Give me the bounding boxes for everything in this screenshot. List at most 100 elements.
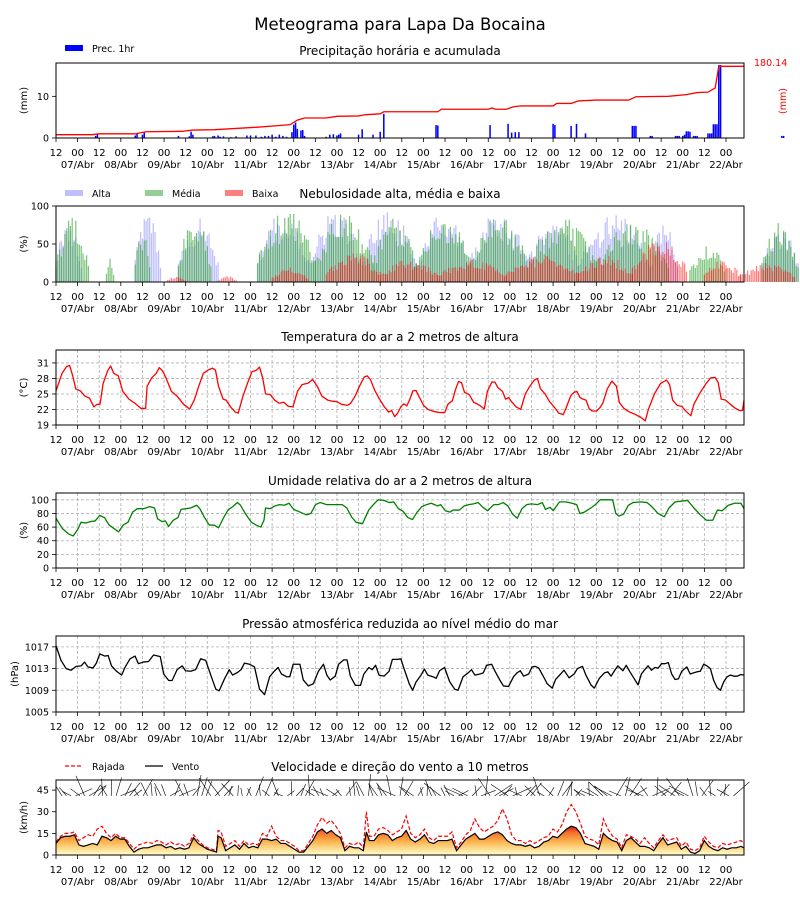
x-date-label: 09/Abr bbox=[147, 304, 181, 315]
x-tick-label: 00 bbox=[158, 292, 171, 303]
x-date-label: 14/Abr bbox=[363, 304, 397, 315]
x-tick-label: 12 bbox=[309, 292, 322, 303]
x-date-label: 07/Abr bbox=[61, 160, 95, 171]
cloud-bar-baixa bbox=[638, 262, 641, 282]
precip-bar bbox=[518, 132, 520, 138]
cloud-bar-baixa bbox=[222, 277, 225, 282]
cloud-bar-media bbox=[568, 219, 570, 282]
x-tick-label: 00 bbox=[547, 865, 560, 876]
cloud-bar-baixa bbox=[366, 258, 369, 282]
cloud-bar-baixa bbox=[469, 261, 471, 282]
legend-label: Vento bbox=[172, 762, 199, 773]
cloud-bar-baixa bbox=[413, 266, 416, 282]
wind-direction-arrow bbox=[524, 785, 536, 797]
cloud-bar-media bbox=[588, 246, 590, 282]
x-tick-label: 00 bbox=[71, 865, 84, 876]
cloud-bar-baixa bbox=[586, 271, 588, 282]
cloud-bar-baixa bbox=[745, 273, 747, 282]
cloud-bar-media bbox=[298, 220, 300, 282]
cloud-bar-media bbox=[260, 249, 262, 282]
cloud-bar-baixa bbox=[356, 257, 358, 282]
cloud-bar-media bbox=[770, 251, 772, 282]
precip-bar bbox=[707, 133, 709, 138]
wind-direction-arrow bbox=[548, 787, 555, 797]
wind-direction-arrow bbox=[425, 779, 432, 796]
x-tick-label: 00 bbox=[676, 292, 689, 303]
cloud-bar-media bbox=[559, 228, 561, 282]
cloud-bar-media bbox=[370, 255, 372, 282]
cloud-bar-baixa bbox=[280, 271, 282, 282]
x-tick-label: 00 bbox=[633, 865, 646, 876]
precip-bar bbox=[689, 131, 691, 138]
cloud-bar-media bbox=[87, 265, 90, 282]
x-tick-label: 00 bbox=[547, 148, 560, 159]
legend-label: Rajada bbox=[92, 762, 125, 773]
cloud-bar-media bbox=[271, 246, 273, 282]
wind-direction-arrow bbox=[273, 788, 279, 797]
cloud-bar-baixa bbox=[422, 265, 425, 282]
cloud-bar-media bbox=[631, 244, 633, 282]
cloud-bar-media bbox=[287, 217, 289, 282]
cloud-bar-baixa bbox=[438, 275, 441, 282]
precip-bar bbox=[260, 136, 263, 138]
wind-direction-arrow bbox=[100, 784, 108, 797]
cloud-bar-media bbox=[357, 229, 360, 282]
cloud-bar-baixa bbox=[768, 265, 770, 282]
cloud-bar-media bbox=[791, 256, 794, 282]
cloud-bar-baixa bbox=[658, 246, 660, 282]
wind-direction-arrow bbox=[471, 785, 482, 797]
cloud-bar-baixa bbox=[336, 269, 338, 282]
cloud-bar-media bbox=[338, 237, 340, 282]
cloud-bar-baixa bbox=[557, 265, 560, 282]
cloud-bar-baixa bbox=[473, 267, 475, 282]
cloud-bar-media bbox=[447, 243, 450, 282]
wind-direction-arrow bbox=[588, 781, 590, 796]
cloud-bar-baixa bbox=[530, 259, 533, 282]
cloud-bar-baixa bbox=[330, 266, 333, 282]
cloud-bar-media bbox=[264, 246, 266, 282]
cloud-bar-baixa bbox=[757, 271, 760, 282]
precip-bar bbox=[177, 135, 180, 138]
cloud-bar-media bbox=[433, 236, 435, 282]
cloud-bar-media bbox=[293, 214, 295, 282]
cloud-bar-media bbox=[85, 255, 88, 282]
cloud-bar-media bbox=[377, 246, 380, 282]
y-tick-label: 19 bbox=[37, 421, 49, 432]
cloud-bar-alta bbox=[152, 223, 154, 282]
cloud-bar-baixa bbox=[466, 262, 468, 282]
cloud-bar-baixa bbox=[577, 273, 579, 282]
precip-bar bbox=[325, 136, 327, 138]
x-tick-label: 00 bbox=[158, 578, 171, 589]
cloud-bar-baixa bbox=[273, 277, 275, 282]
wind-direction-arrow bbox=[369, 784, 378, 797]
cloud-bar-baixa bbox=[406, 264, 408, 282]
cloud-bar-baixa bbox=[293, 273, 295, 282]
x-tick-label: 00 bbox=[417, 722, 430, 733]
cloud-bar-baixa bbox=[728, 268, 731, 282]
panel-wind: Velocidade e direção do vento a 10 metro… bbox=[19, 760, 750, 888]
cloud-bar-baixa bbox=[408, 264, 410, 282]
x-date-label: 20/Abr bbox=[623, 304, 657, 315]
precip-bar bbox=[337, 134, 340, 138]
x-tick-label: 00 bbox=[374, 865, 387, 876]
precip-bar bbox=[267, 135, 270, 138]
x-tick-label: 00 bbox=[374, 148, 387, 159]
x-date-label: 21/Abr bbox=[666, 590, 700, 601]
cloud-bar-media bbox=[350, 222, 353, 282]
cloud-bar-media bbox=[710, 257, 713, 282]
x-date-label: 17/Abr bbox=[493, 590, 527, 601]
cloud-bar-baixa bbox=[219, 280, 221, 282]
cloud-bar-media bbox=[449, 226, 452, 282]
cloud-bar-baixa bbox=[651, 243, 653, 282]
cloud-bar-media bbox=[109, 258, 111, 282]
cloud-bar-baixa bbox=[631, 268, 633, 282]
cloud-bar-media bbox=[565, 220, 567, 282]
wind-direction-arrow bbox=[640, 785, 649, 797]
cloud-bar-baixa bbox=[449, 273, 452, 282]
cloud-bar-baixa bbox=[386, 274, 389, 282]
x-tick-label: 12 bbox=[50, 578, 63, 589]
x-tick-label: 12 bbox=[223, 865, 236, 876]
y-tick-label: 1009 bbox=[25, 686, 49, 697]
cloud-bar-alta bbox=[213, 255, 216, 282]
cloud-bar-baixa bbox=[597, 258, 599, 282]
